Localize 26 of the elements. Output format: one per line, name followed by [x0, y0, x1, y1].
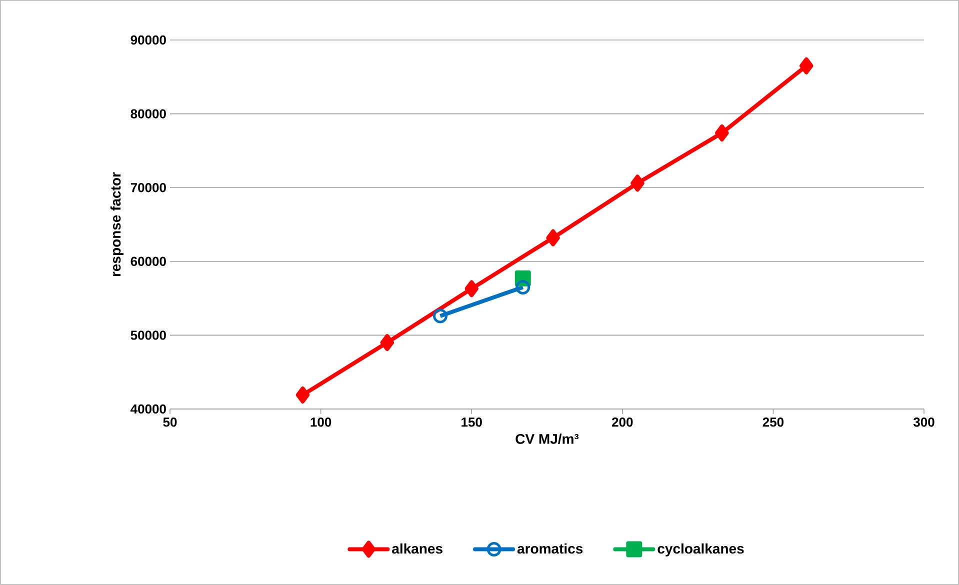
point	[380, 334, 394, 352]
legend-label: cycloalkanes	[658, 543, 744, 556]
x-tick-label: 100	[310, 418, 332, 427]
y-tick-label: 80000	[130, 109, 166, 118]
point	[432, 308, 448, 324]
y-tick-label: 70000	[130, 182, 166, 192]
y-tick-label: 40000	[130, 404, 166, 414]
point	[546, 229, 560, 246]
y-axis-title: response factor	[110, 172, 124, 276]
x-tick-label: 150	[462, 418, 482, 427]
point	[800, 57, 814, 74]
point	[630, 174, 644, 192]
x-tick-label: 50	[163, 418, 177, 427]
point	[296, 386, 310, 404]
x-tick-label: 300	[913, 418, 934, 427]
legend-label: aromatics	[517, 543, 583, 554]
y-tick-label: 50000	[130, 330, 166, 340]
point	[516, 280, 530, 294]
x-axis-title: CV MJ/m³	[516, 434, 579, 444]
x-tick-label: 250	[762, 418, 784, 427]
point	[464, 280, 478, 298]
y-tick-label: 90000	[130, 35, 166, 45]
legend-label: alkanes	[392, 543, 442, 554]
x-tick-label: 200	[612, 418, 633, 427]
point	[715, 124, 729, 142]
y-tick-label: 60000	[130, 256, 166, 266]
